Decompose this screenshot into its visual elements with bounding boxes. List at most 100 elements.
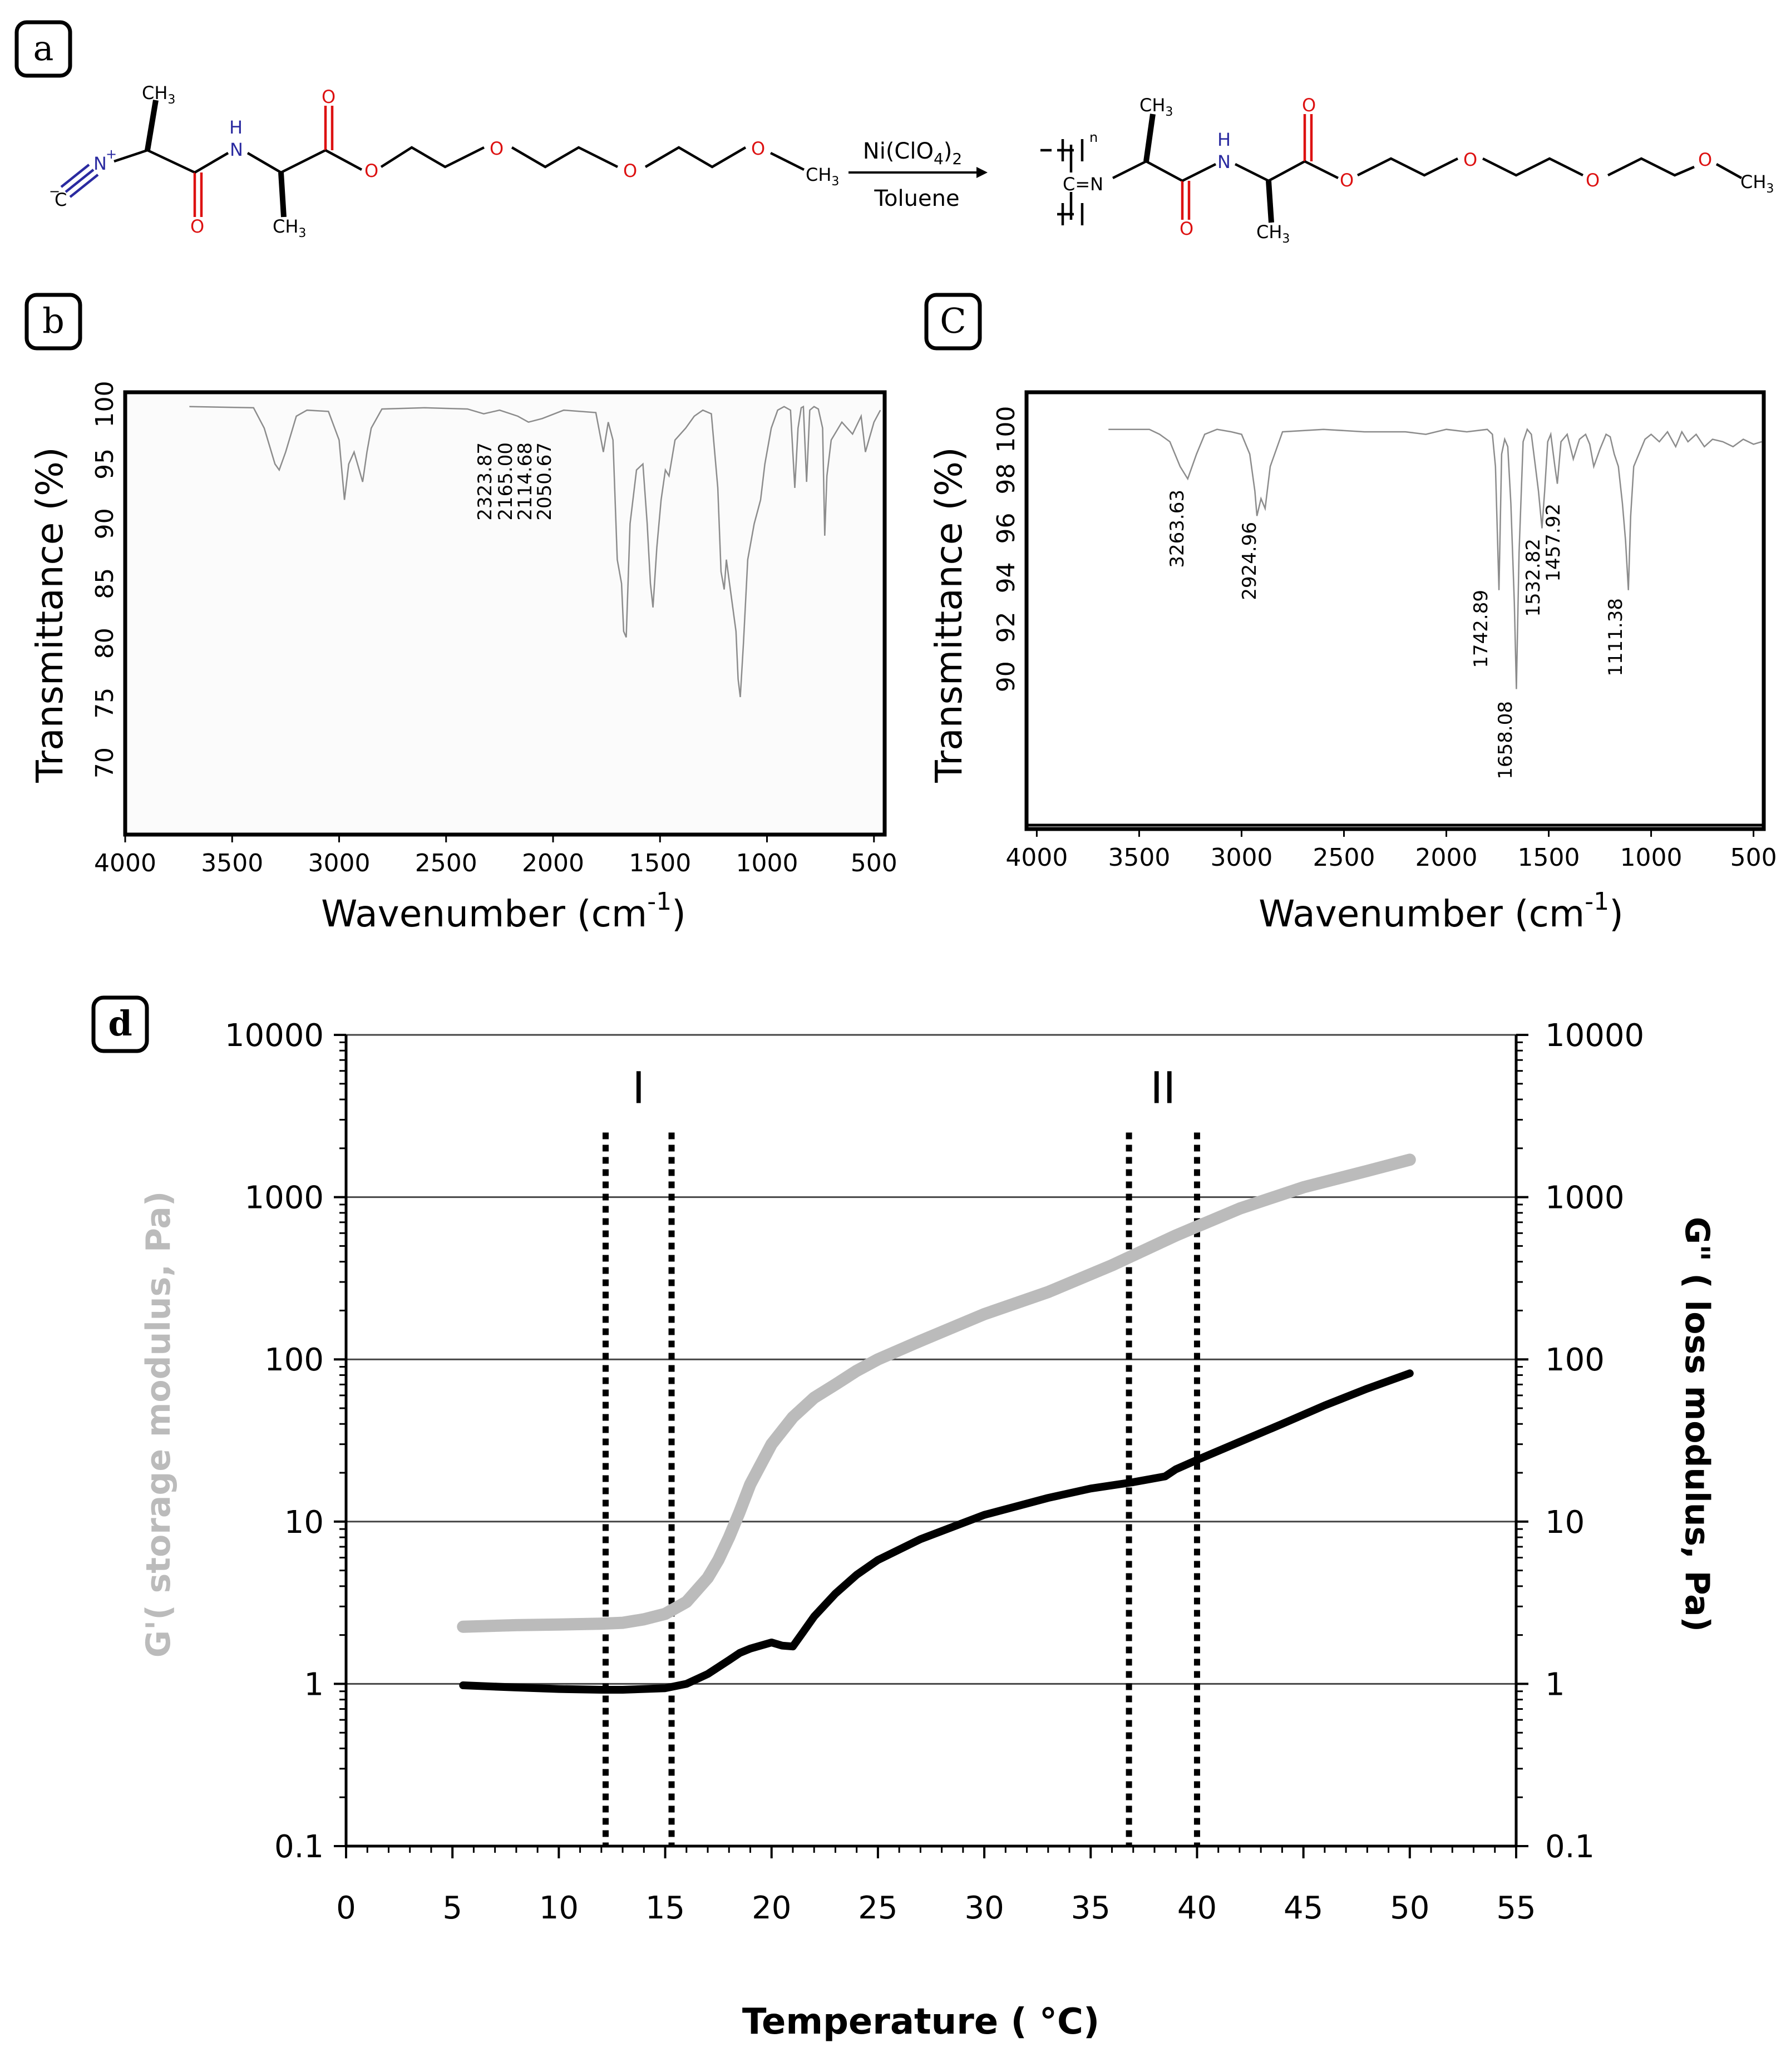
y-tick-label: 100 [91, 381, 119, 427]
y-tick-label-left: 10 [284, 1504, 324, 1541]
x-tick-label: 5 [442, 1890, 462, 1926]
y-tick-label: 96 [992, 513, 1020, 544]
y-tick-label: 75 [91, 688, 119, 719]
x-tick-label: 1500 [629, 849, 691, 877]
reaction-arrow: Ni(ClO4)2 Toluene [848, 139, 988, 211]
y-tick-label: 80 [91, 628, 119, 659]
x-tick-label: 15 [645, 1890, 685, 1926]
y-tick-label: 98 [992, 463, 1020, 495]
svg-text:CH3: CH3 [1256, 221, 1290, 246]
x-tick-label: 50 [1390, 1890, 1429, 1926]
panel-label-a: a [14, 20, 72, 78]
panel-c: C 4000 3500 3000 2500 2000 1500 1000 500 100 98 96… [924, 293, 1777, 935]
x-tick-label: 500 [1730, 843, 1777, 872]
x-tick-label: 40 [1177, 1890, 1217, 1926]
svg-text:O: O [1463, 149, 1477, 170]
ftir-b-x-axis-title: Wavenumber (cm-1) [321, 887, 686, 935]
y-tick-label: 100 [992, 406, 1020, 453]
region-label: I [632, 1064, 645, 1114]
y-tick-label-right: 10000 [1545, 1018, 1644, 1054]
peak-label: 2050.67 [534, 442, 556, 521]
panel-label-d: d [91, 995, 149, 1053]
svg-text:CH3: CH3 [142, 82, 175, 107]
peak-label: 3263.63 [1166, 490, 1188, 568]
x-tick-label: 3000 [308, 849, 371, 877]
ftir-c-y-axis-title: Transmittance (%) [927, 447, 970, 783]
panel-a: a C − N + [14, 20, 1774, 246]
y-tick-label-left: 1 [304, 1666, 324, 1703]
y-tick-label: 92 [992, 611, 1020, 643]
peak-label: 1457.92 [1542, 504, 1565, 582]
svg-text:O: O [1302, 95, 1316, 116]
rheology-regions: I II [602, 1064, 1200, 1846]
svg-text:n: n [1089, 130, 1098, 145]
svg-text:CH3: CH3 [806, 164, 839, 189]
x-tick-label: 35 [1071, 1890, 1111, 1926]
x-tick-label: 2000 [522, 849, 584, 877]
peak-label: 1111.38 [1605, 598, 1627, 677]
svg-text:CH3: CH3 [1139, 95, 1173, 119]
svg-text:H: H [229, 117, 243, 138]
peak-label: 1742.89 [1470, 590, 1492, 668]
rheology-y-axis-title-left: G'( storage modulus, Pa) [139, 1191, 178, 1658]
ftir-c-spectrum [1108, 428, 1762, 689]
y-tick-label: 95 [91, 448, 119, 480]
svg-text:O: O [322, 86, 336, 107]
ftir-b-peak-labels: 2323.87 2165.00 2114.68 2050.67 [474, 442, 556, 521]
y-tick-label-right: 10 [1545, 1504, 1585, 1541]
product-structure [1040, 114, 1743, 225]
x-tick-label: 1500 [1518, 843, 1580, 872]
x-tick-label: 10 [539, 1890, 579, 1926]
peak-label: 2165.00 [495, 442, 517, 521]
y-tick-label-right: 100 [1545, 1342, 1605, 1378]
x-tick-label: 1000 [1620, 843, 1683, 872]
x-tick-label: 25 [858, 1890, 897, 1926]
svg-text:b: b [42, 300, 65, 341]
y-tick-label-right: 1 [1545, 1666, 1565, 1703]
svg-text:a: a [33, 28, 54, 68]
x-tick-label: 4000 [94, 849, 156, 877]
x-tick-label: 1000 [736, 849, 798, 877]
ftir-b-spectrum [189, 405, 881, 698]
y-tick-label: 85 [91, 568, 119, 599]
panel-label-b: b [24, 293, 82, 351]
svg-text:N: N [1217, 151, 1231, 172]
x-tick-label: 500 [851, 849, 897, 877]
svg-text:H: H [1217, 129, 1231, 150]
panel-label-c: C [924, 293, 982, 351]
svg-text:O: O [1180, 218, 1193, 239]
x-tick-label: 2500 [1313, 843, 1375, 872]
ftir-c-peak-labels: 3263.63 2924.96 1742.89 1658.08 1532.82 … [1166, 490, 1627, 780]
y-tick-label-left: 0.1 [274, 1829, 324, 1865]
rheology-x-axis-title: Temperature ( °C) [742, 2001, 1099, 2043]
y-tick-label-left: 10000 [225, 1018, 324, 1054]
reactant-atom-labels: C − N + CH3 O H N CH3 O O O O O CH3 [49, 82, 839, 240]
x-tick-label: 2000 [1415, 843, 1478, 872]
peak-label: 1532.82 [1522, 539, 1545, 617]
loss-modulus-curve [459, 1369, 1414, 1694]
svg-text:CH3: CH3 [273, 216, 306, 240]
product-atom-labels: n C=N CH3 O H N CH3 O O O O O CH3 [1063, 95, 1774, 246]
y-tick-label: 70 [91, 747, 119, 778]
svg-text:d: d [108, 1003, 132, 1044]
x-tick-label: 3500 [1108, 843, 1170, 872]
x-tick-label: 30 [964, 1890, 1004, 1926]
region-label: II [1150, 1064, 1176, 1114]
solvent-label: Toluene [874, 186, 959, 211]
peak-label: 1658.08 [1494, 701, 1517, 780]
x-tick-label: 3000 [1210, 843, 1272, 872]
svg-text:O: O [751, 138, 765, 159]
panel-b: b 4000 3500 3000 2500 2000 1500 1000 500 100 95 90… [24, 293, 897, 935]
svg-text:O: O [1340, 170, 1354, 191]
svg-text:N: N [230, 139, 243, 160]
svg-text:−: − [49, 184, 60, 199]
peak-label: 2924.96 [1239, 522, 1261, 600]
svg-text:+: + [106, 146, 117, 162]
svg-text:O: O [364, 160, 378, 181]
y-tick-label: 94 [992, 562, 1020, 593]
rheology-gridlines [346, 1034, 1516, 1685]
x-tick-label: 20 [752, 1890, 791, 1926]
svg-text:O: O [623, 160, 637, 181]
y-tick-label-left: 1000 [244, 1180, 324, 1216]
